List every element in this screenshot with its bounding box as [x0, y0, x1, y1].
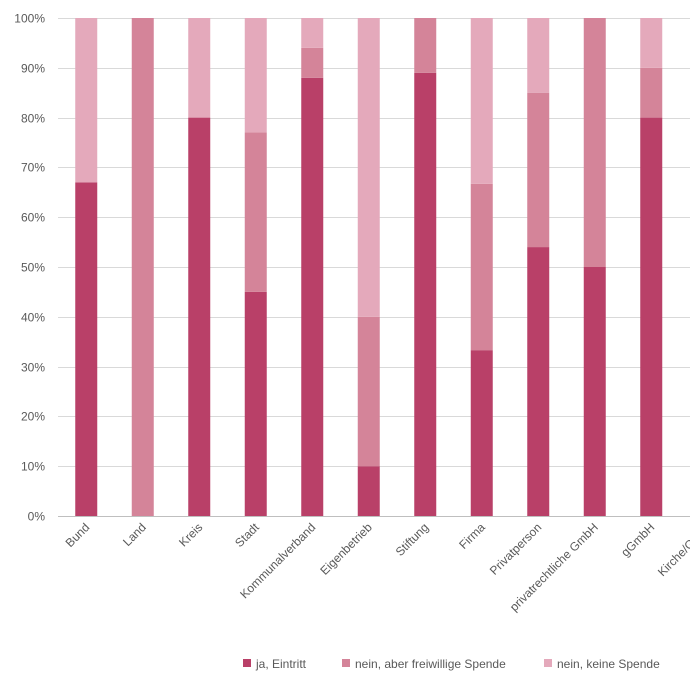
legend-label: nein, keine Spende — [557, 657, 660, 671]
y-tick-label: 100% — [14, 12, 45, 26]
x-tick-label: Firma — [456, 520, 488, 552]
bar-segment — [301, 18, 324, 48]
y-tick-label: 80% — [21, 112, 45, 126]
x-tick-label: Kreis — [176, 520, 205, 549]
bar-segment — [75, 18, 98, 183]
x-tick-label: gGmbH — [618, 520, 657, 559]
bar-segment — [244, 132, 267, 292]
legend-label: ja, Eintritt — [255, 657, 307, 671]
x-tick-label: Land — [120, 520, 149, 549]
bar-segment — [75, 182, 98, 516]
y-tick-label: 20% — [21, 410, 45, 424]
bar-segment — [583, 18, 606, 267]
x-tick-label: Stadt — [232, 520, 262, 550]
bar-segment — [357, 18, 380, 317]
bar-segment — [131, 18, 154, 516]
x-tick-label: Kirche/Glaub — [655, 520, 690, 579]
y-tick-label: 10% — [21, 460, 45, 474]
bar-segment — [301, 77, 324, 516]
x-tick-label: Eigenbetrieb — [317, 520, 375, 578]
bar-segment — [470, 183, 493, 351]
bar-segment — [527, 18, 550, 93]
bar-segment — [244, 18, 267, 133]
bar-segment — [301, 47, 324, 78]
bar-segment — [414, 18, 437, 73]
legend-label: nein, aber freiwillige Spende — [355, 657, 506, 671]
x-tick-label: Privatperson — [487, 520, 545, 578]
bar-segment — [640, 18, 663, 68]
bar-segment — [527, 92, 550, 248]
y-tick-label: 30% — [21, 361, 45, 375]
y-tick-label: 50% — [21, 261, 45, 275]
y-tick-label: 60% — [21, 211, 45, 225]
bar-segment — [188, 18, 211, 118]
y-tick-label: 40% — [21, 311, 45, 325]
legend-swatch — [544, 659, 552, 667]
y-tick-label: 90% — [21, 62, 45, 76]
bar-segment — [188, 117, 211, 516]
bars — [75, 18, 663, 516]
bar-segment — [357, 466, 380, 516]
bar-segment — [244, 291, 267, 516]
bar-segment — [527, 247, 550, 516]
y-tick-label: 70% — [21, 161, 45, 175]
x-axis: Bund Land Kreis StadtKommunalverbandEigenbe… — [63, 520, 690, 614]
bar-segment — [357, 316, 380, 467]
y-tick-label: 0% — [28, 510, 46, 524]
legend: ja, Eintritt nein, aber freiwillige Spend… — [243, 657, 660, 671]
bar-segment — [640, 67, 663, 118]
x-tick-label: Bund — [63, 520, 93, 550]
y-axis: 0% 10% 20% 30% 40% 50% 60% 70% 80% 90% 100% — [14, 12, 45, 524]
bar-segment — [470, 350, 493, 516]
bar-segment — [470, 18, 493, 184]
legend-swatch — [342, 659, 350, 667]
bar-segment — [640, 117, 663, 516]
bar-segment — [583, 267, 606, 516]
bar-segment — [414, 72, 437, 516]
legend-swatch — [243, 659, 251, 667]
x-tick-label: Stiftung — [393, 520, 432, 559]
